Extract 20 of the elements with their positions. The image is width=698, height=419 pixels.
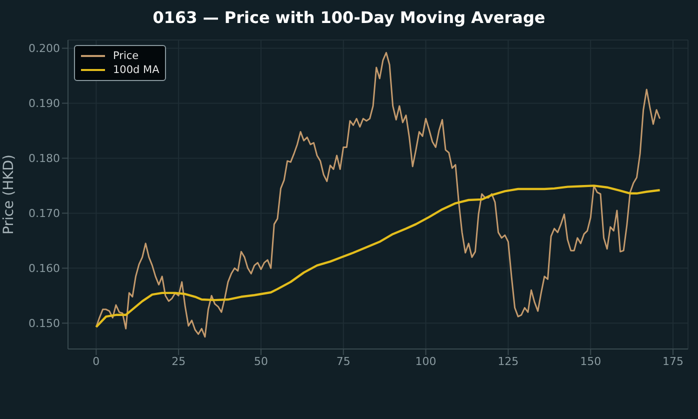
chart-title: 0163 — Price with 100-Day Moving Average xyxy=(152,8,546,27)
y-tick-label: 0.160 xyxy=(28,262,60,276)
line-series xyxy=(95,52,661,338)
x-tick-label: 25 xyxy=(172,354,186,368)
y-tick-label: 0.200 xyxy=(28,42,60,56)
y-axis-title: Price (HKD) xyxy=(0,154,17,235)
y-tick-label: 0.170 xyxy=(28,207,60,220)
legend-label: 100d MA xyxy=(113,63,160,77)
x-tick-label: 0 xyxy=(92,354,100,368)
y-tick-label: 0.190 xyxy=(28,97,60,110)
x-tick-label: 100 xyxy=(415,354,436,368)
x-tick-label: 75 xyxy=(336,354,350,368)
x-tick-label: 150 xyxy=(580,354,602,368)
legend-label: Price xyxy=(113,49,139,63)
y-tick-label: 0.180 xyxy=(28,152,60,166)
x-tick-label: 125 xyxy=(498,354,519,368)
x-tick-label: 50 xyxy=(254,354,268,368)
x-tick-label: 175 xyxy=(662,354,684,368)
line-series xyxy=(95,184,661,328)
y-tick-label: 0.150 xyxy=(28,317,60,330)
